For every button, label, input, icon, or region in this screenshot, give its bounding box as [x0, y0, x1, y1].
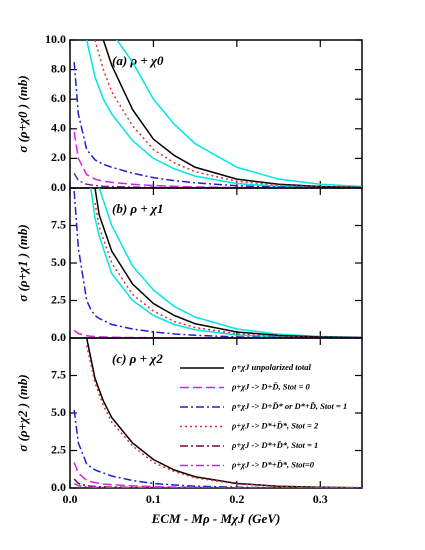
legend-label: ρ+χJ -> D*+D̄*, Stot=0 — [231, 459, 315, 469]
y-tick-label: 0.0 — [51, 180, 66, 194]
x-axis-label: ECM - Mρ - MχJ (GeV) — [151, 511, 281, 526]
series-line — [94, 202, 362, 338]
x-tick-label: 0.0 — [63, 492, 78, 506]
y-tick-label: 6.0 — [51, 91, 66, 105]
panel-title: (a) ρ + χ0 — [112, 53, 164, 68]
y-tick-label: 2.5 — [51, 442, 66, 456]
y-axis-label: σ (ρ+χ0 ) (mb) — [15, 75, 30, 152]
legend-label: ρ+χJ -> D*+D̄*, Stot = 2 — [231, 420, 319, 430]
series-line — [102, 40, 362, 188]
y-tick-label: 0.0 — [51, 480, 66, 494]
legend-label: ρ+χJ -> D+D̄* or D*+D̄, Stot = 1 — [231, 401, 347, 411]
y-tick-label: 5.0 — [51, 255, 66, 269]
x-tick-label: 0.1 — [146, 492, 161, 506]
y-tick-label: 2.0 — [51, 150, 66, 164]
series-line — [85, 338, 362, 488]
panel-title: (c) ρ + χ2 — [112, 351, 163, 366]
y-axis-label: σ (ρ+χ2 ) (mb) — [15, 374, 30, 451]
series-line — [94, 40, 362, 188]
series-line — [98, 188, 362, 338]
x-tick-label: 0.2 — [229, 492, 244, 506]
y-tick-label: 4.0 — [51, 121, 66, 135]
series-line — [94, 188, 362, 338]
series-line — [116, 40, 362, 188]
series-line — [73, 172, 362, 188]
x-tick-label: 0.3 — [313, 492, 328, 506]
legend-label: ρ+χJ -> D*+D̄*, Stot = 1 — [231, 440, 318, 450]
y-tick-label: 5.0 — [51, 405, 66, 419]
series-line — [73, 409, 362, 488]
y-axis-label: σ (ρ+χ1 ) (mb) — [15, 224, 30, 301]
y-tick-label: 0.0 — [51, 330, 66, 344]
y-tick-label: 10.0 — [45, 32, 66, 46]
plot-area — [73, 338, 362, 488]
legend-label: ρ+χJ unpolarized total — [231, 362, 311, 372]
series-line — [73, 482, 362, 488]
series-line — [73, 62, 362, 188]
legend-label: ρ+χJ -> D+D̄, Stot = 0 — [231, 381, 311, 391]
series-line — [85, 40, 362, 188]
panel-title: (b) ρ + χ1 — [112, 201, 164, 216]
plot-area — [73, 40, 362, 188]
y-tick-label: 7.5 — [51, 367, 66, 381]
y-tick-label: 7.5 — [51, 217, 66, 231]
y-tick-label: 2.5 — [51, 292, 66, 306]
series-line — [73, 131, 362, 188]
y-tick-label: 8.0 — [51, 61, 66, 75]
series-line — [85, 345, 362, 488]
series-line — [73, 462, 362, 488]
